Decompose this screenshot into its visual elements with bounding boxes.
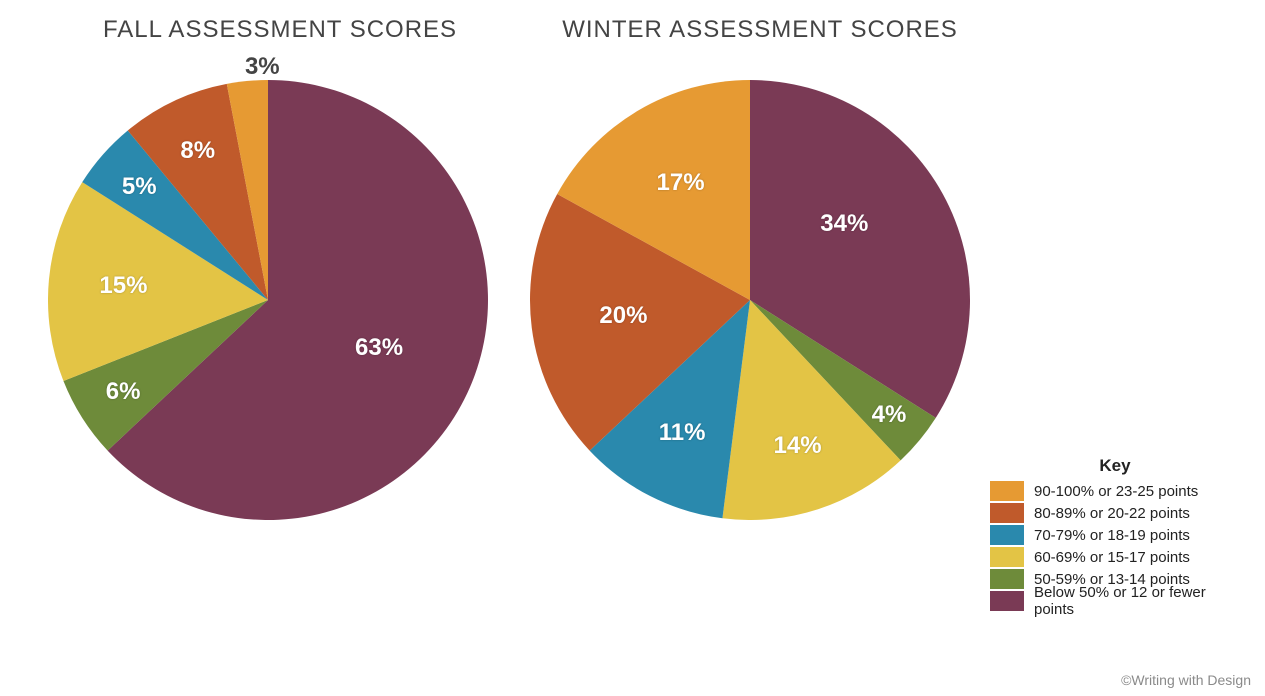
legend-rows: 90-100% or 23-25 points 80-89% or 20-22 p… [990,480,1240,612]
slice-label: 8% [180,137,215,165]
legend-label: 70-79% or 18-19 points [1034,527,1190,544]
legend-label: 80-89% or 20-22 points [1034,505,1190,522]
legend-label: 60-69% or 15-17 points [1034,549,1190,566]
legend: Key 90-100% or 23-25 points 80-89% or 20-… [990,456,1240,612]
legend-label: Below 50% or 12 or fewer points [1034,584,1240,618]
slice-label: 14% [774,432,822,460]
slice-label: 34% [820,210,868,238]
copyright-text: ©Writing with Design [1121,672,1251,688]
chart-stage: FALL ASSESSMENT SCORES WINTER ASSESSMENT… [0,0,1265,696]
legend-row: Below 50% or 12 or fewer points [990,590,1240,612]
slice-label: 5% [122,173,157,201]
chart-title-winter: WINTER ASSESSMENT SCORES [560,16,960,44]
pie-chart-winter [530,80,970,520]
chart-title-fall: FALL ASSESSMENT SCORES [100,16,460,44]
legend-row: 90-100% or 23-25 points [990,480,1240,502]
slice-label: 17% [657,169,705,197]
legend-swatch [990,525,1024,545]
slice-label: 3% [245,53,280,81]
pie-svg [530,80,970,520]
legend-row: 70-79% or 18-19 points [990,524,1240,546]
legend-row: 60-69% or 15-17 points [990,546,1240,568]
slice-label: 4% [872,401,907,429]
legend-swatch [990,503,1024,523]
slice-label: 15% [99,272,147,300]
legend-label: 90-100% or 23-25 points [1034,483,1198,500]
legend-swatch [990,591,1024,611]
legend-row: 80-89% or 20-22 points [990,502,1240,524]
slice-label: 6% [106,378,141,406]
legend-swatch [990,481,1024,501]
slice-label: 63% [355,334,403,362]
slice-label: 20% [599,302,647,330]
legend-title: Key [990,456,1240,476]
legend-swatch [990,547,1024,567]
legend-swatch [990,569,1024,589]
slice-label: 11% [659,419,706,447]
